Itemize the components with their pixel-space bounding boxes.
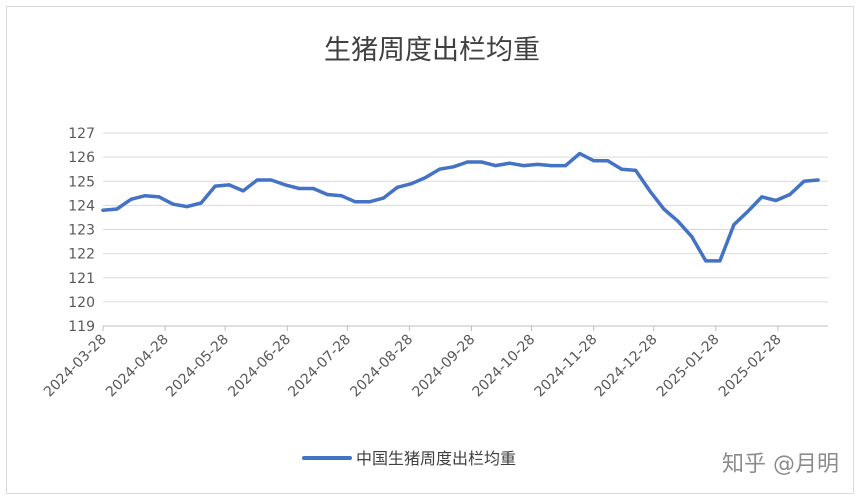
chart-canvas: 生猪周度出栏均重 119 120 121 122 123 124 125 126 127 202…	[41, 35, 839, 477]
data-point	[367, 200, 371, 204]
data-point	[227, 183, 231, 187]
data-point	[395, 185, 399, 189]
data-point	[508, 161, 512, 165]
data-point	[353, 200, 357, 204]
data-point	[115, 207, 119, 211]
y-tick-label: 125	[68, 174, 95, 190]
y-tick-label: 119	[68, 319, 95, 335]
x-tick-label: 2024-03-28	[41, 332, 110, 401]
data-point	[213, 184, 217, 188]
x-tick-label: 2024-06-28	[225, 332, 294, 401]
data-point	[339, 194, 343, 198]
y-tick-label: 122	[68, 247, 95, 263]
data-point	[662, 207, 666, 211]
x-tick-label: 2024-12-28	[592, 332, 661, 401]
data-point	[479, 160, 484, 164]
data-point	[550, 164, 554, 168]
data-point	[311, 186, 315, 191]
data-point	[578, 151, 582, 156]
data-point	[760, 195, 764, 199]
x-tick-label: 2025-02-28	[716, 332, 785, 401]
y-tick-label: 120	[68, 295, 95, 311]
chart-title: 生猪周度出栏均重	[324, 35, 540, 66]
data-point	[129, 197, 133, 201]
data-point	[788, 192, 792, 197]
data-point	[171, 202, 175, 206]
data-point	[255, 178, 259, 182]
x-tick-label: 2024-07-28	[285, 332, 354, 401]
data-point	[409, 182, 413, 186]
watermark: 知乎 @月明	[722, 452, 839, 477]
y-tick-label: 126	[68, 150, 95, 166]
data-point	[690, 235, 694, 239]
series-line	[101, 151, 820, 263]
data-point	[536, 162, 540, 166]
data-point	[606, 159, 610, 163]
y-tick-label: 123	[68, 223, 95, 239]
data-point	[718, 259, 722, 263]
y-tick-label: 121	[68, 271, 95, 287]
data-point	[185, 205, 189, 209]
data-point	[493, 164, 498, 168]
y-axis-ticks: 119 120 121 122 123 124 125 126 127	[68, 126, 95, 335]
data-point	[381, 196, 385, 200]
x-tick-label: 2024-10-28	[470, 332, 539, 401]
data-point	[732, 223, 736, 227]
gridlines	[103, 132, 828, 303]
x-tick-label: 2024-04-28	[103, 332, 172, 401]
legend: 中国生猪周度出栏均重	[302, 449, 516, 468]
data-point	[704, 259, 708, 263]
x-axis-ticks: 2024-03-282024-04-282024-05-282024-06-28…	[41, 326, 785, 400]
data-point	[451, 165, 456, 169]
data-point	[283, 183, 287, 187]
data-point	[564, 164, 568, 168]
data-point	[437, 167, 442, 171]
data-point	[676, 219, 680, 223]
data-point	[423, 176, 427, 180]
data-point	[774, 198, 778, 203]
data-point	[620, 167, 624, 171]
data-point	[143, 194, 147, 198]
data-point	[199, 201, 203, 205]
data-point	[241, 189, 245, 193]
data-point	[297, 186, 301, 191]
y-tick-label: 127	[68, 126, 95, 142]
x-tick-label: 2024-05-28	[163, 332, 232, 401]
data-point	[816, 178, 820, 182]
data-point	[157, 195, 161, 199]
series-layer	[101, 151, 820, 263]
data-point	[746, 209, 750, 213]
data-point	[325, 192, 329, 197]
data-point	[465, 160, 470, 164]
data-point	[592, 159, 596, 163]
x-tick-label: 2024-09-28	[409, 332, 478, 401]
x-tick-label: 2025-01-28	[654, 332, 723, 401]
chart-frame: 生猪周度出栏均重 119 120 121 122 123 124 125 126 127 202…	[6, 6, 854, 494]
data-point	[634, 168, 638, 172]
data-point	[269, 178, 273, 182]
data-point	[522, 164, 526, 168]
data-point	[802, 179, 806, 183]
data-point	[648, 189, 652, 193]
y-tick-label: 124	[68, 198, 95, 214]
data-point	[101, 208, 105, 212]
legend-label: 中国生猪周度出栏均重	[356, 449, 516, 468]
x-tick-label: 2024-11-28	[532, 332, 601, 401]
x-tick-label: 2024-08-28	[347, 332, 416, 401]
